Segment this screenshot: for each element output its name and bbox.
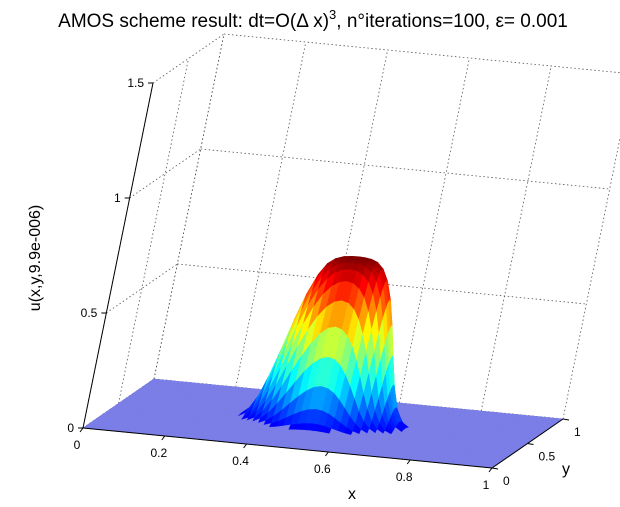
grid-line xyxy=(200,148,610,190)
z-tick-label: 0 xyxy=(67,421,74,435)
y-axis-label: y xyxy=(562,461,570,478)
y-tick-label: 0.5 xyxy=(539,450,556,464)
y-tick-mark xyxy=(527,443,534,445)
title-prefix: AMOS scheme result: dt=O( xyxy=(58,11,297,32)
x-tick-mark xyxy=(161,435,166,441)
x-tick-label: 0 xyxy=(74,438,81,452)
grid-line xyxy=(129,148,201,199)
z-axis-label: u(x,y,9.9e-006) xyxy=(27,205,44,311)
title-epsilon: ε xyxy=(495,11,504,32)
x-tick-label: 1 xyxy=(483,478,490,492)
grid-line xyxy=(399,57,470,404)
grid-line xyxy=(317,49,388,396)
x-tick-mark xyxy=(406,459,411,465)
z-tick-label: 1 xyxy=(114,191,121,205)
y-tick-label: 0 xyxy=(503,474,510,488)
grid-line xyxy=(223,33,620,74)
grid-line xyxy=(235,41,307,388)
chart-title: AMOS scheme result: dt=O(Δ x)3, n°iterat… xyxy=(58,7,568,32)
x-tick-label: 0.6 xyxy=(314,462,331,476)
z-tick-label: 1.5 xyxy=(127,76,144,90)
y-tick-mark xyxy=(491,467,499,470)
x-tick-label: 0.2 xyxy=(150,446,167,460)
x-axis-line xyxy=(82,427,493,469)
x-tick-mark xyxy=(79,427,84,433)
title-x-part: x) xyxy=(308,11,329,32)
x-tick-mark xyxy=(488,467,493,473)
grid-line xyxy=(562,136,620,420)
x-axis-label: x xyxy=(348,486,356,503)
x-tick-label: 0.4 xyxy=(232,454,249,468)
x-tick-mark xyxy=(324,451,329,457)
title-exponent: 3 xyxy=(329,7,336,22)
z-axis-line xyxy=(82,82,154,429)
y-tick-label: 1 xyxy=(574,425,581,439)
title-delta: Δ xyxy=(296,11,309,32)
z-tick-label: 0.5 xyxy=(81,306,98,320)
x-tick-label: 0.8 xyxy=(396,470,413,484)
y-tick-mark xyxy=(562,418,570,421)
x-tick-mark xyxy=(243,443,248,449)
surface xyxy=(82,256,564,469)
title-eps-value: = 0.001 xyxy=(504,11,568,32)
grid-line xyxy=(118,58,189,404)
grid-line xyxy=(480,65,552,412)
axes xyxy=(78,82,570,473)
title-suffix: , n°iterations=100, xyxy=(336,11,495,32)
grid-line xyxy=(153,33,225,380)
